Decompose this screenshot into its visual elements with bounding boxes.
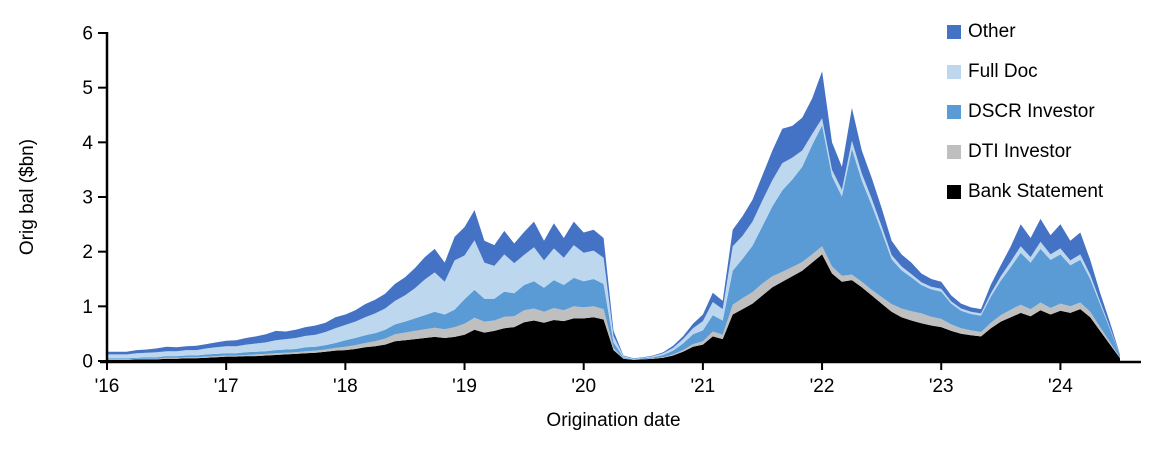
x-tick-label: '24 [1048,376,1073,397]
x-tick-label: '19 [452,376,477,397]
x-axis-title: Origination date [546,410,681,431]
legend-item-other: Other [947,20,1103,44]
x-tick-label: '21 [690,376,715,397]
x-tick-label: '18 [333,376,358,397]
y-tick-label: 3 [82,188,93,209]
y-tick-label: 4 [82,133,93,154]
y-tick-label: 6 [82,24,93,45]
y-tick-label: 0 [82,352,93,373]
x-tick-label: '16 [95,376,120,397]
legend-swatch-dti-investor [947,145,961,159]
area-band-bank-statement [107,254,1120,361]
legend-label: Bank Statement [968,181,1104,202]
legend: Other Full Doc DSCR Investor DTI Investo… [947,20,1103,220]
y-tick-label: 5 [82,78,93,99]
legend-swatch-other [947,25,961,39]
x-tick-label: '23 [929,376,954,397]
legend-item-dscr-investor: DSCR Investor [947,100,1103,124]
legend-swatch-bank-statement [947,185,961,199]
legend-label: DSCR Investor [968,101,1095,122]
x-tick-label: '17 [214,376,239,397]
x-tick-label: '22 [810,376,835,397]
legend-item-dti-investor: DTI Investor [947,140,1103,164]
legend-label: Other [968,21,1016,42]
legend-item-full-doc: Full Doc [947,60,1103,84]
legend-item-bank-statement: Bank Statement [947,180,1103,204]
y-tick-label: 1 [82,297,93,318]
legend-label: Full Doc [968,61,1038,82]
legend-label: DTI Investor [968,141,1072,162]
y-tick-label: 2 [82,242,93,263]
x-tick-label: '20 [571,376,596,397]
legend-swatch-dscr-investor [947,105,961,119]
legend-swatch-full-doc [947,65,961,79]
y-axis-title: Orig bal ($bn) [17,138,38,256]
